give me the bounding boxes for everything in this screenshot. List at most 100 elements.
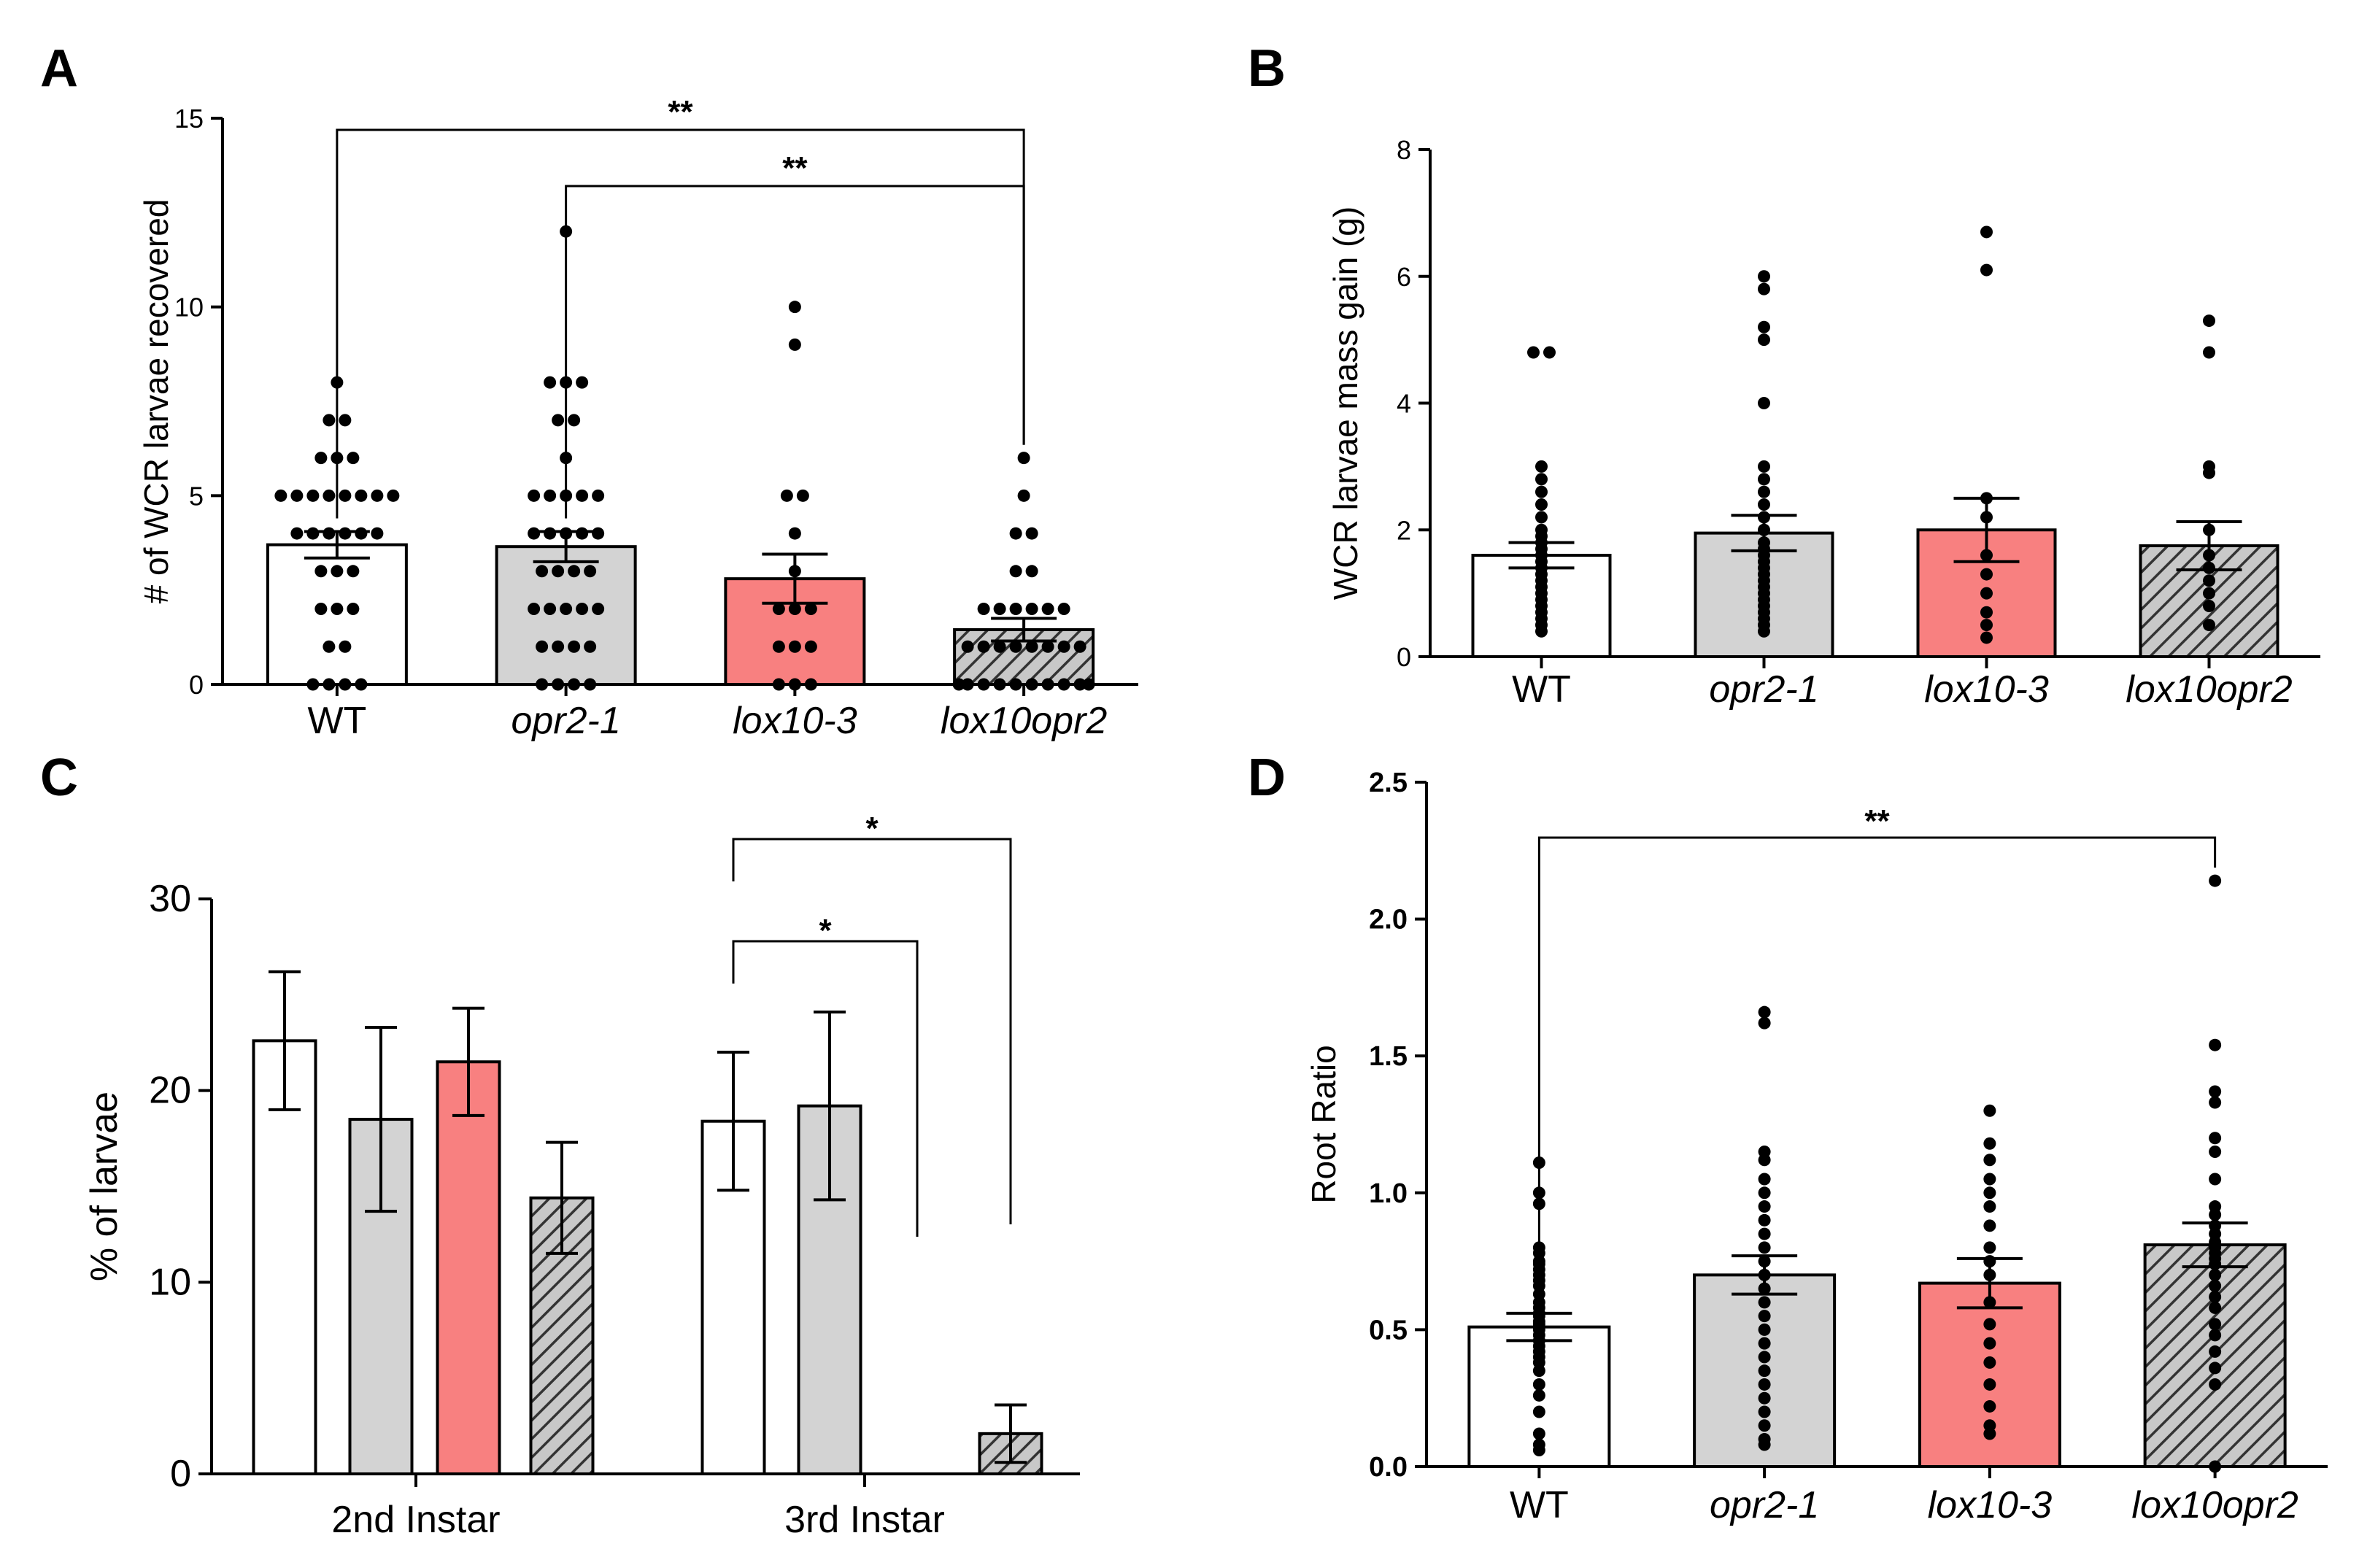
data-point [1543,346,1556,359]
data-point [355,678,368,691]
y-tick-label: 0 [170,1453,191,1495]
data-point [1983,1154,1996,1167]
data-point [536,565,549,578]
data-point [1073,678,1086,691]
data-point [592,527,605,540]
data-point [1017,489,1030,502]
data-point [772,603,785,616]
data-point [1017,452,1030,465]
data-point [1983,1173,1996,1186]
y-axis-label: WCR larvae mass gain (g) [1327,206,1364,600]
data-point [1073,640,1086,653]
significance-label: * [819,913,832,949]
data-point [339,527,352,540]
data-point [1758,1213,1771,1227]
category-label: lox10opr2 [941,700,1107,742]
significance-label: ** [1864,803,1890,839]
y-tick-label: 1.0 [1369,1178,1408,1209]
category-label: lox10-3 [733,700,857,742]
y-tick-label: 8 [1397,135,1411,165]
data-point [1532,1364,1545,1378]
data-point [2209,1096,2222,1109]
data-point [1535,473,1548,486]
data-point [1758,1227,1771,1240]
data-point [584,565,597,578]
data-point [993,603,1006,616]
data-point [2209,1146,2222,1159]
category-label: lox10-3 [1924,668,2049,711]
data-point [2209,1268,2222,1281]
data-point [1983,1137,1996,1150]
category-label: lox10opr2 [2131,1484,2298,1526]
data-point [2209,1329,2222,1342]
data-point [560,603,573,616]
data-point [1983,1356,1996,1369]
data-point [1041,640,1054,653]
data-point [1758,1391,1771,1405]
data-point [314,452,328,465]
data-point [1535,625,1548,638]
data-point [1025,678,1038,691]
data-point [1758,1351,1771,1364]
data-point [528,489,541,502]
data-point [1535,460,1548,473]
y-tick-label: 10 [149,1261,191,1303]
significance-label: ** [668,94,693,130]
data-point [347,452,360,465]
data-point [584,640,597,653]
data-point [796,489,809,502]
data-point [544,489,557,502]
data-point [1535,511,1548,524]
data-point [1535,485,1548,498]
data-point [528,527,541,540]
data-point [961,640,974,653]
data-point [1532,1389,1545,1402]
data-point [331,603,344,616]
data-point [2203,600,2215,612]
data-point [568,565,581,578]
data-point [576,603,589,616]
data-point [1758,320,1770,333]
data-point [306,678,320,691]
data-point [536,678,549,691]
data-point [1758,1016,1771,1030]
data-point [1009,565,1022,578]
data-point [552,565,565,578]
y-tick-label: 0.5 [1369,1315,1408,1345]
data-point [993,678,1006,691]
data-point [1758,625,1770,638]
data-point [1758,1173,1771,1186]
data-point [347,565,360,578]
data-point [544,527,557,540]
data-point [355,527,368,540]
data-point [387,489,400,502]
data-point [528,603,541,616]
y-tick-label: 5 [189,481,204,511]
data-point [780,489,793,502]
category-label: WT [1512,668,1571,711]
bar [436,1060,501,1476]
data-point [1009,603,1022,616]
category-label: WT [1510,1484,1569,1526]
data-point [1758,270,1770,283]
data-point [1758,473,1770,486]
data-point [1532,1378,1545,1391]
data-point [1057,678,1070,691]
category-label: lox10-3 [1928,1484,2053,1526]
panel-label-a: A [40,39,78,98]
bar [529,1196,595,1475]
category-label: 3rd Instar [784,1499,945,1541]
data-point [576,489,589,502]
data-point [2203,587,2215,600]
data-point [2209,1132,2222,1145]
data-point [1983,1318,1996,1331]
data-point [371,527,384,540]
data-point [772,678,785,691]
data-point [2209,1290,2222,1303]
data-point [961,678,974,691]
data-point [2209,1085,2222,1098]
category-label: lox10opr2 [2126,668,2292,711]
significance-bracket [1537,836,2217,1300]
data-point [1758,1323,1771,1336]
